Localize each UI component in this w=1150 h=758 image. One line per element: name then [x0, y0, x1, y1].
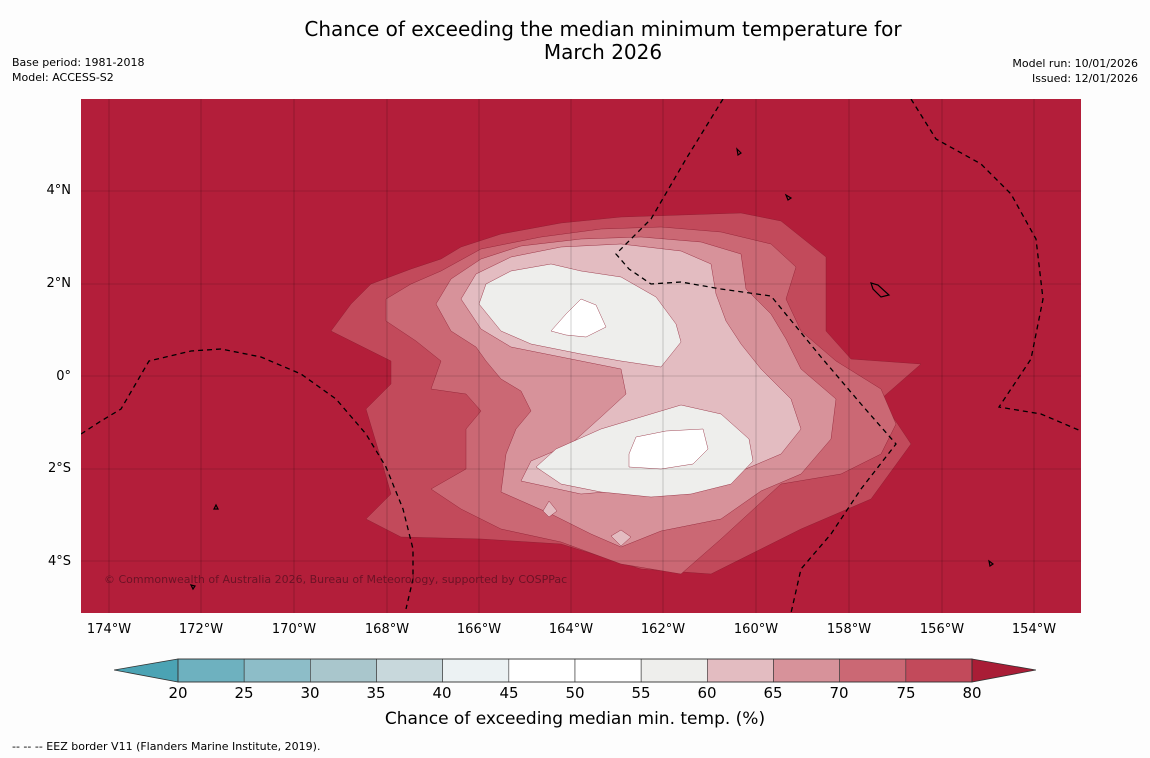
lon-tick-170w: 170°W	[271, 622, 317, 637]
colorbar-segment	[508, 658, 576, 683]
title-line-1: Chance of exceeding the median minimum t…	[304, 17, 902, 41]
colorbar-segment	[707, 658, 774, 683]
colorbar-title: Chance of exceeding median min. temp. (%…	[384, 709, 766, 729]
contour-50-55-south	[628, 428, 709, 470]
lat-tick-2s: 2°S	[47, 461, 71, 476]
colorbar-high-extend	[971, 658, 1036, 683]
lon-tick-164w: 164°W	[548, 622, 594, 637]
map-svg	[81, 99, 1081, 613]
colorbar-segment	[839, 658, 907, 683]
lon-tick-154w: 154°W	[1011, 622, 1057, 637]
base-period: Base period: 1981-2018	[12, 56, 145, 69]
cb-label-50: 50	[565, 684, 585, 702]
colorbar-segment	[640, 658, 708, 683]
lon-tick-160w: 160°W	[733, 622, 779, 637]
colorbar-segments	[177, 658, 973, 683]
colorbar-segment	[310, 658, 377, 683]
colorbar-segment	[574, 658, 642, 683]
eez-borders	[81, 99, 1081, 613]
map-panel[interactable]	[81, 99, 1081, 613]
lon-tick-166w: 166°W	[456, 622, 502, 637]
lon-tick-168w: 168°W	[364, 622, 410, 637]
lat-tick-0: 0°	[56, 369, 71, 384]
lat-tick-4n: 4°N	[46, 183, 72, 198]
lat-tick-4s: 4°S	[47, 554, 71, 569]
lon-tick-158w: 158°W	[826, 622, 872, 637]
colorbar-segment	[177, 658, 245, 683]
cb-label-75: 75	[896, 684, 916, 702]
meta-left: Base period: 1981-2018 Model: ACCESS-S2	[12, 55, 144, 85]
gridlines	[81, 99, 1081, 613]
model-name: Model: ACCESS-S2	[12, 71, 114, 84]
map-copyright: © Commonwealth of Australia 2026, Bureau…	[104, 573, 568, 586]
cb-label-80: 80	[962, 684, 982, 702]
cb-label-25: 25	[234, 684, 254, 702]
cb-label-20: 20	[168, 684, 188, 702]
lat-tick-2n: 2°N	[46, 276, 72, 291]
lon-tick-174w: 174°W	[86, 622, 132, 637]
contour-patch-b	[610, 529, 632, 547]
meta-right: Model run: 10/01/2026 Issued: 12/01/2026	[1012, 56, 1138, 86]
colorbar-segment	[773, 658, 840, 683]
cb-label-65: 65	[763, 684, 783, 702]
lon-tick-156w: 156°W	[919, 622, 965, 637]
colorbar	[114, 658, 1036, 683]
chart-title: Chance of exceeding the median minimum t…	[0, 18, 1150, 64]
lon-tick-162w: 162°W	[640, 622, 686, 637]
colorbar-segment	[376, 658, 443, 683]
cb-label-30: 30	[300, 684, 320, 702]
title-line-2: March 2026	[543, 40, 663, 64]
cb-label-60: 60	[697, 684, 717, 702]
islands	[189, 147, 995, 591]
eez-footnote: -- -- -- EEZ border V11 (Flanders Marine…	[12, 740, 321, 753]
contour-50-55-north	[550, 298, 607, 338]
cb-label-40: 40	[432, 684, 452, 702]
cb-label-70: 70	[829, 684, 849, 702]
colorbar-segment	[442, 658, 510, 683]
contour-patch-a	[542, 500, 558, 518]
cb-label-45: 45	[499, 684, 519, 702]
model-run: Model run: 10/01/2026	[1012, 57, 1138, 70]
colorbar-segment	[905, 658, 973, 683]
issued-date: Issued: 12/01/2026	[1031, 72, 1138, 85]
cb-label-55: 55	[631, 684, 651, 702]
lon-tick-172w: 172°W	[178, 622, 224, 637]
colorbar-segment	[243, 658, 311, 683]
cb-label-35: 35	[366, 684, 386, 702]
colorbar-low-extend	[114, 658, 179, 683]
